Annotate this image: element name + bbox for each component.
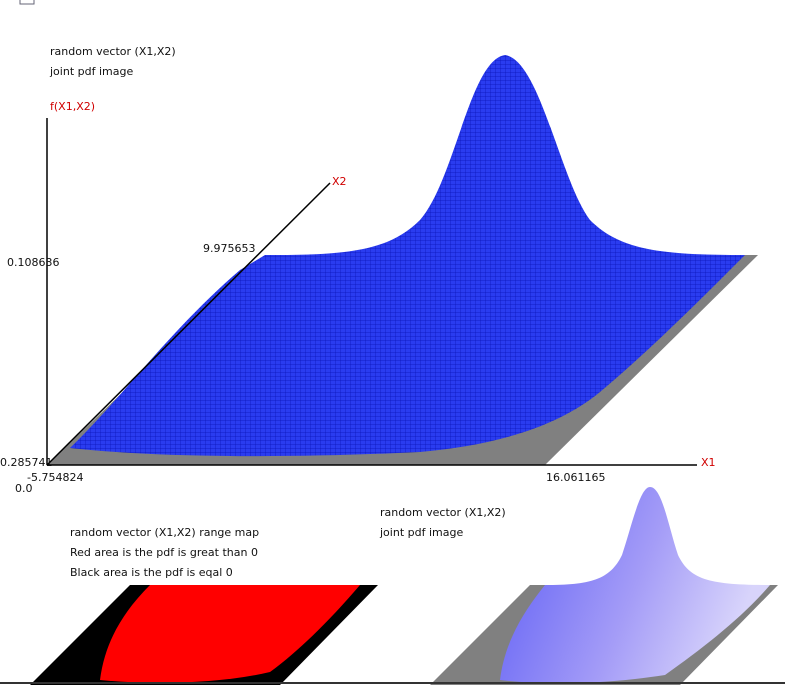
- x2-max-label: 9.975653: [203, 242, 256, 255]
- range-map-title: random vector (X1,X2) range map: [70, 526, 259, 539]
- surface-base: [70, 255, 745, 457]
- x1-max-label: 16.061165: [546, 471, 606, 484]
- plot-title: random vector (X1,X2): [50, 45, 176, 58]
- plot-title: random vector (X1,X2): [380, 506, 506, 519]
- x2-axis-label: X2: [332, 175, 347, 188]
- plot-subtitle: joint pdf image: [49, 65, 133, 78]
- range-map-note: Red area is the pdf is great than 0: [70, 546, 258, 559]
- range-map-note: Black area is the pdf is eqal 0: [70, 566, 233, 579]
- shaded-plot: random vector (X1,X2) joint pdf image: [379, 487, 778, 685]
- positive-region: [100, 585, 360, 683]
- x1-axis-label: X1: [701, 456, 716, 469]
- range-map: random vector (X1,X2) range map Red area…: [30, 526, 378, 685]
- x2-min-label: 0.285741: [0, 456, 53, 469]
- shaded-surface: [500, 487, 770, 684]
- z-max-label: 0.108636: [7, 256, 60, 269]
- x2-axis: [46, 182, 331, 466]
- z-axis-label: f(X1,X2): [50, 100, 95, 113]
- z-min-label: 0.0: [15, 482, 33, 495]
- plot-subtitle: joint pdf image: [379, 526, 463, 539]
- x1-min-label: -5.754824: [27, 471, 83, 484]
- checkbox[interactable]: [19, 0, 35, 5]
- surface-peak: [275, 55, 745, 255]
- main-plot: random vector (X1,X2) joint pdf image f(…: [0, 45, 758, 495]
